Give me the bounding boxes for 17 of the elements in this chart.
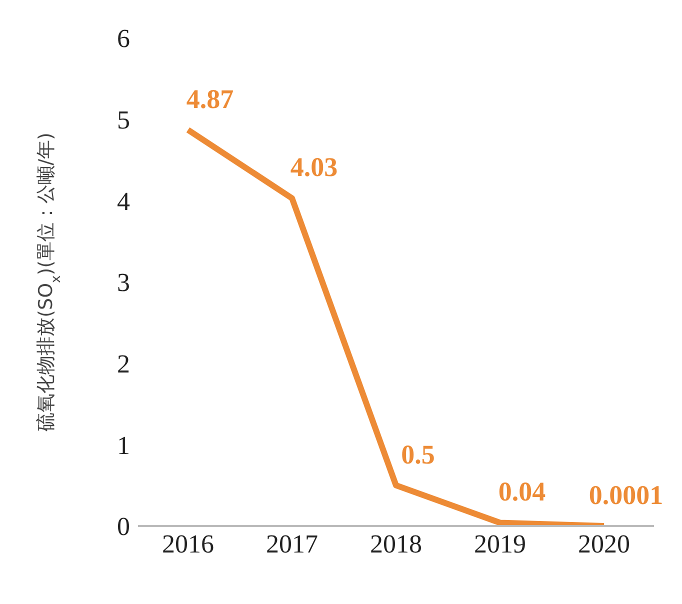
y-tick-label: 0 [117, 512, 130, 542]
x-tick-label: 2016 [162, 529, 214, 558]
y-tick-label: 6 [117, 24, 130, 54]
data-label: 0.0001 [588, 480, 664, 510]
data-label: 0.04 [498, 476, 546, 507]
x-tick-label: 2020 [578, 529, 630, 558]
y-tick-label: 2 [117, 350, 130, 379]
data-label: 4.03 [290, 152, 338, 182]
y-tick-label: 5 [117, 106, 130, 135]
x-tick-label: 2018 [370, 529, 422, 558]
data-label: 4.87 [186, 84, 234, 114]
y-tick-label: 4 [117, 186, 130, 216]
x-tick-label: 2017 [266, 529, 318, 558]
x-tick-label: 2019 [474, 529, 526, 558]
y-tick-label: 1 [117, 430, 130, 460]
y-tick-label: 3 [117, 268, 130, 298]
data-label: 0.5 [401, 439, 435, 470]
